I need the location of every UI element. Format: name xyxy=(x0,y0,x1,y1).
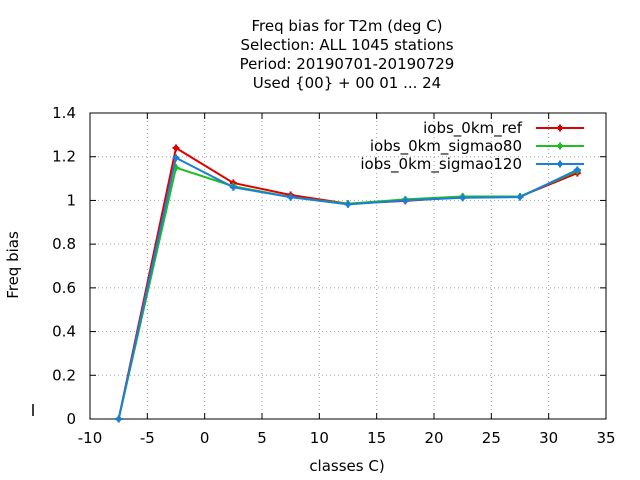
x-tick-label: 15 xyxy=(367,429,386,447)
series-lines xyxy=(115,144,581,423)
y-tick-label: 1.4 xyxy=(52,104,76,122)
y-tick-label: 1 xyxy=(66,191,76,209)
legend: iobs_0km_refiobs_0km_sigmao80iobs_0km_si… xyxy=(360,119,584,174)
title-line: Period: 20190701-20190729 xyxy=(240,55,455,73)
y-tick-label: 0.4 xyxy=(52,323,76,341)
y-tick-label: 0.8 xyxy=(52,235,76,253)
data-point xyxy=(172,154,180,162)
series-iobs_0km_sigmao120 xyxy=(115,154,581,423)
y-axis-label: Freq bias xyxy=(4,231,22,299)
x-axis-label: classes C) xyxy=(309,457,384,475)
x-tick-label: 0 xyxy=(200,429,210,447)
y-tick-label: 0.2 xyxy=(52,366,76,384)
legend-marker xyxy=(556,124,564,132)
series-iobs_0km_ref xyxy=(115,144,581,423)
y-tick-label: 0.6 xyxy=(52,279,76,297)
data-point xyxy=(115,415,123,423)
x-tick-label: 5 xyxy=(257,429,267,447)
x-tick-label: -10 xyxy=(78,429,103,447)
x-tick-label: 35 xyxy=(596,429,615,447)
data-point xyxy=(229,183,237,191)
plot-frame xyxy=(89,112,607,420)
x-tick-label: 20 xyxy=(424,429,443,447)
series-line xyxy=(117,156,578,420)
x-tick-label: 25 xyxy=(482,429,501,447)
y-tick-label: 0 xyxy=(66,410,76,428)
chart-title: Freq bias for T2m (deg C)Selection: ALL … xyxy=(240,17,455,92)
data-point xyxy=(287,193,295,201)
legend-label: iobs_0km_ref xyxy=(423,119,523,138)
y-tick-label: 1.2 xyxy=(52,148,76,166)
title-line: Freq bias for T2m (deg C) xyxy=(251,17,442,35)
legend-marker xyxy=(556,142,564,150)
legend-marker xyxy=(556,160,564,168)
series-line xyxy=(117,146,578,420)
grid-lines xyxy=(90,113,606,419)
axis-ticks: -10 -5 0 5 10 15 20 25 30 35 0 0.2 0.4 0.6 0.8 1 1.2 1.4 xyxy=(52,104,615,447)
x-tick-label: 10 xyxy=(310,429,329,447)
title-line: Used {00} + 00 01 ... 24 xyxy=(253,74,441,92)
x-tick-label: -5 xyxy=(140,429,155,447)
legend-label: iobs_0km_sigmao120 xyxy=(360,155,522,174)
data-point xyxy=(172,144,180,152)
legend-label: iobs_0km_sigmao80 xyxy=(370,137,522,156)
data-point xyxy=(401,196,409,204)
data-point xyxy=(459,194,467,202)
data-point xyxy=(516,193,524,201)
x-tick-label: 30 xyxy=(539,429,558,447)
data-point xyxy=(573,166,581,174)
data-point xyxy=(344,200,352,208)
title-line: Selection: ALL 1045 stations xyxy=(240,36,453,54)
